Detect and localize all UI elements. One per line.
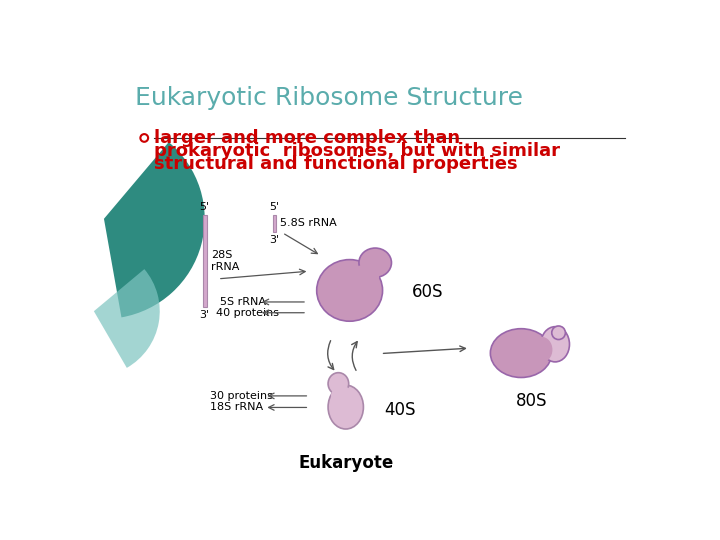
FancyBboxPatch shape (272, 215, 276, 232)
Text: 80S: 80S (516, 392, 547, 410)
Text: structural and functional properties: structural and functional properties (154, 155, 518, 173)
Text: 60S: 60S (412, 283, 443, 301)
Text: 18S rRNA: 18S rRNA (210, 402, 264, 413)
Text: 5.8S rRNA: 5.8S rRNA (280, 218, 337, 228)
Ellipse shape (317, 260, 382, 321)
Text: 3': 3' (199, 310, 210, 320)
Text: 28S
rRNA: 28S rRNA (211, 251, 239, 272)
Ellipse shape (331, 386, 353, 404)
Ellipse shape (350, 265, 379, 288)
Text: 30 proteins: 30 proteins (210, 391, 273, 401)
Text: 3': 3' (269, 235, 279, 245)
Text: 5': 5' (199, 202, 210, 212)
Ellipse shape (328, 385, 364, 429)
Wedge shape (104, 142, 204, 318)
Text: Eukaryotic Ribosome Structure: Eukaryotic Ribosome Structure (135, 86, 523, 110)
Text: 40 proteins: 40 proteins (216, 308, 279, 318)
Ellipse shape (328, 373, 348, 395)
Ellipse shape (531, 337, 552, 362)
Ellipse shape (541, 327, 570, 362)
Text: prokaryotic  ribosomes, but with similar: prokaryotic ribosomes, but with similar (154, 142, 560, 160)
Wedge shape (94, 269, 160, 368)
Ellipse shape (552, 326, 565, 340)
Text: 40S: 40S (384, 401, 416, 418)
Text: 5': 5' (269, 202, 279, 212)
Text: 5S rRNA: 5S rRNA (220, 297, 266, 307)
Text: larger and more complex than: larger and more complex than (154, 129, 461, 147)
FancyBboxPatch shape (203, 215, 207, 307)
Ellipse shape (359, 248, 392, 278)
Ellipse shape (490, 329, 552, 377)
Text: Eukaryote: Eukaryote (298, 454, 393, 471)
